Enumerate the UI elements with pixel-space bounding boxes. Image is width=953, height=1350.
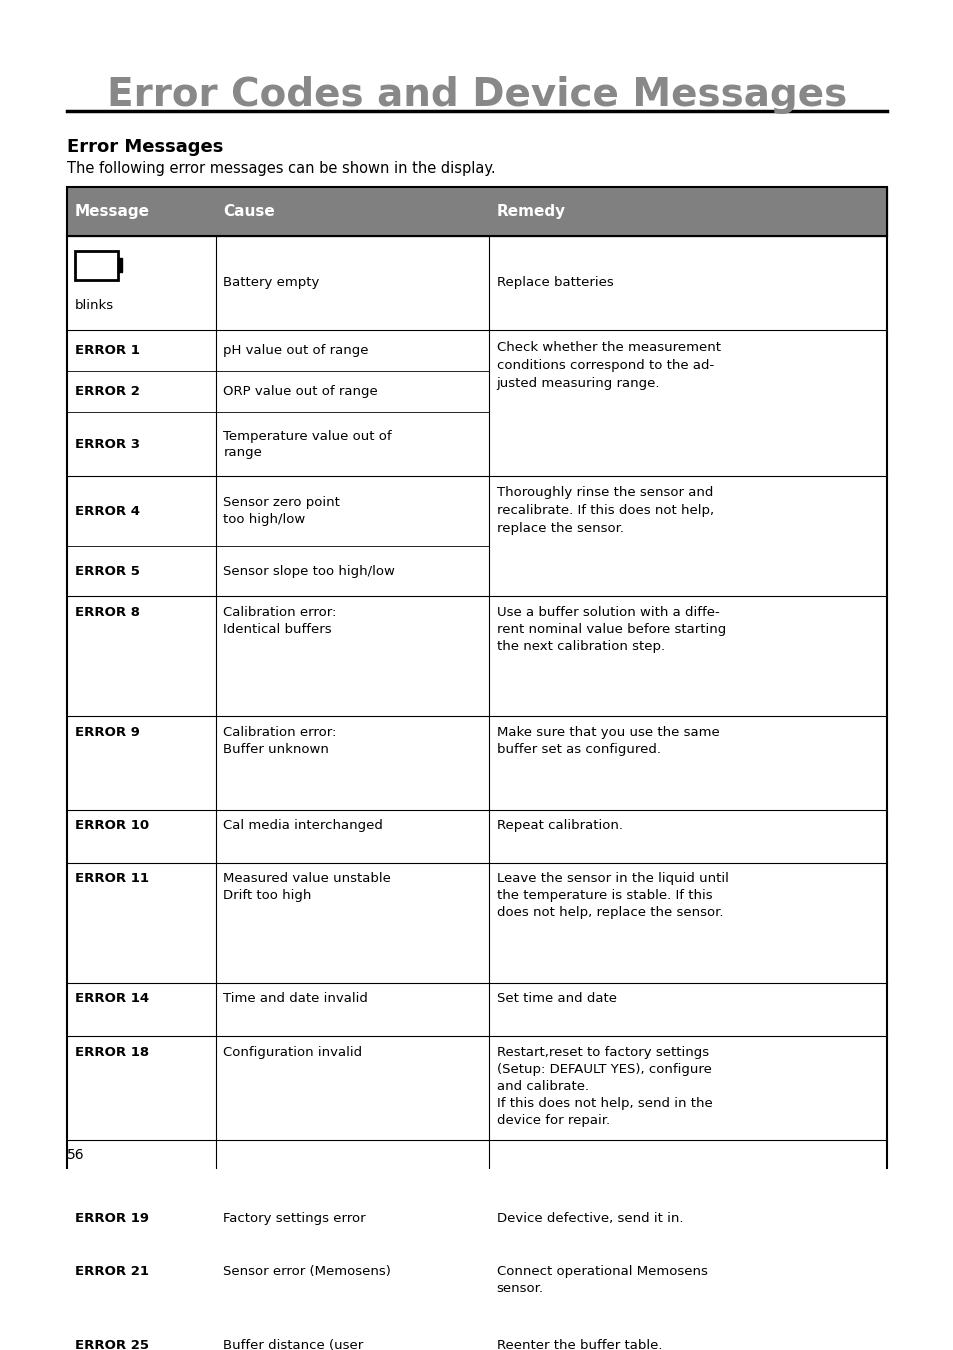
Text: Sensor zero point
too high/low: Sensor zero point too high/low (223, 495, 340, 526)
Bar (67, 188, 886, 236)
Text: ERROR 4: ERROR 4 (74, 505, 140, 517)
Bar (67, 236, 886, 329)
Text: Buffer distance (user
defined buffer table): Buffer distance (user defined buffer tab… (223, 1339, 363, 1350)
Text: 56: 56 (67, 1149, 85, 1162)
Text: Thoroughly rinse the sensor and
recalibrate. If this does not help,
replace the : Thoroughly rinse the sensor and recalibr… (497, 486, 713, 535)
Text: Error Codes and Device Messages: Error Codes and Device Messages (107, 76, 846, 113)
Text: Battery empty: Battery empty (223, 277, 319, 289)
Text: Set time and date: Set time and date (497, 992, 616, 1006)
Bar (67, 1256, 886, 1330)
Text: Sensor error (Memosens): Sensor error (Memosens) (223, 1265, 391, 1278)
Text: Configuration invalid: Configuration invalid (223, 1045, 362, 1058)
Text: Calibration error:
Identical buffers: Calibration error: Identical buffers (223, 606, 336, 636)
Text: Time and date invalid: Time and date invalid (223, 992, 368, 1006)
Text: ERROR 2: ERROR 2 (74, 385, 139, 398)
Text: Remedy: Remedy (497, 204, 565, 219)
Text: The following error messages can be shown in the display.: The following error messages can be show… (67, 162, 496, 177)
Bar (67, 863, 886, 983)
Text: ERROR 18: ERROR 18 (74, 1045, 149, 1058)
Text: Error Messages: Error Messages (67, 138, 223, 157)
Text: ERROR 10: ERROR 10 (74, 819, 149, 832)
Text: Check whether the measurement
conditions correspond to the ad-
justed measuring : Check whether the measurement conditions… (497, 342, 720, 390)
Text: ORP value out of range: ORP value out of range (223, 385, 377, 398)
Text: Use a buffer solution with a diffe-
rent nominal value before starting
the next : Use a buffer solution with a diffe- rent… (497, 606, 725, 652)
Text: ERROR 1: ERROR 1 (74, 344, 139, 356)
Text: ERROR 25: ERROR 25 (74, 1339, 149, 1350)
Text: ERROR 11: ERROR 11 (74, 872, 149, 886)
Text: Reenter the buffer table.: Reenter the buffer table. (497, 1339, 661, 1350)
Bar (117, 258, 122, 273)
Text: Temperature value out of
range: Temperature value out of range (223, 429, 392, 459)
Bar (67, 810, 886, 863)
Text: Calibration error:
Buffer unknown: Calibration error: Buffer unknown (223, 725, 336, 756)
Bar (67, 188, 886, 1350)
Text: ERROR 3: ERROR 3 (74, 437, 140, 451)
Text: blinks: blinks (74, 298, 113, 312)
Text: ERROR 14: ERROR 14 (74, 992, 149, 1006)
Text: Connect operational Memosens
sensor.: Connect operational Memosens sensor. (497, 1265, 707, 1296)
Text: Cause: Cause (223, 204, 274, 219)
Bar (67, 597, 886, 717)
Bar (67, 717, 886, 810)
Text: Leave the sensor in the liquid until
the temperature is stable. If this
does not: Leave the sensor in the liquid until the… (497, 872, 728, 919)
Bar (67, 983, 886, 1037)
Text: Message: Message (74, 204, 150, 219)
Bar (67, 477, 886, 597)
Text: ERROR 8: ERROR 8 (74, 606, 140, 618)
Text: ERROR 21: ERROR 21 (74, 1265, 149, 1278)
Bar (74, 251, 117, 279)
Text: Make sure that you use the same
buffer set as configured.: Make sure that you use the same buffer s… (497, 725, 719, 756)
Bar (67, 1203, 886, 1256)
Text: Measured value unstable
Drift too high: Measured value unstable Drift too high (223, 872, 391, 902)
Text: ERROR 19: ERROR 19 (74, 1212, 149, 1226)
Text: ERROR 9: ERROR 9 (74, 725, 139, 738)
Bar (67, 1330, 886, 1350)
Text: Restart,reset to factory settings
(Setup: DEFAULT YES), configure
and calibrate.: Restart,reset to factory settings (Setup… (497, 1045, 712, 1126)
Bar (67, 329, 886, 477)
Text: ERROR 5: ERROR 5 (74, 564, 139, 578)
Text: Cal media interchanged: Cal media interchanged (223, 819, 383, 832)
Text: pH value out of range: pH value out of range (223, 344, 369, 356)
Bar (67, 1037, 886, 1203)
Text: Device defective, send it in.: Device defective, send it in. (497, 1212, 682, 1226)
Text: Replace batteries: Replace batteries (497, 277, 613, 289)
Text: Factory settings error: Factory settings error (223, 1212, 366, 1226)
Text: Repeat calibration.: Repeat calibration. (497, 819, 622, 832)
Text: Sensor slope too high/low: Sensor slope too high/low (223, 564, 395, 578)
